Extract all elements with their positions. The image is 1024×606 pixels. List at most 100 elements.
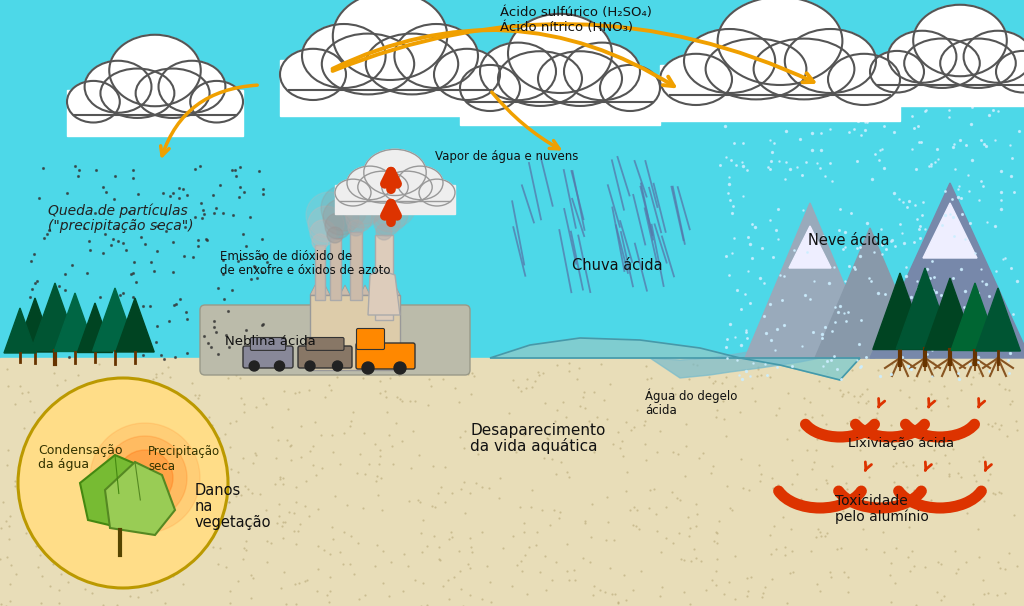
- Circle shape: [325, 213, 351, 239]
- Circle shape: [394, 362, 406, 374]
- Ellipse shape: [347, 166, 392, 200]
- Ellipse shape: [508, 14, 612, 93]
- Text: Precipitação
seca: Precipitação seca: [148, 445, 220, 473]
- Ellipse shape: [940, 39, 1016, 88]
- Bar: [460, 75, 660, 125]
- Polygon shape: [4, 308, 36, 353]
- Ellipse shape: [366, 33, 458, 95]
- Ellipse shape: [828, 54, 900, 105]
- Polygon shape: [78, 303, 113, 353]
- Text: pelo alumínio: pelo alumínio: [835, 510, 929, 524]
- Ellipse shape: [85, 61, 152, 113]
- Bar: [67, 90, 243, 136]
- Ellipse shape: [434, 49, 500, 100]
- Ellipse shape: [904, 39, 980, 88]
- Bar: [335, 185, 455, 215]
- Polygon shape: [105, 462, 175, 535]
- Ellipse shape: [394, 24, 478, 88]
- Text: Chuva ácida: Chuva ácida: [572, 258, 663, 273]
- Polygon shape: [80, 455, 155, 530]
- Circle shape: [274, 361, 285, 371]
- Text: Vapor de água e nuvens: Vapor de água e nuvens: [435, 150, 579, 163]
- Circle shape: [327, 227, 343, 243]
- Bar: [350, 232, 362, 300]
- Bar: [870, 60, 1024, 105]
- Ellipse shape: [110, 35, 201, 106]
- Ellipse shape: [706, 39, 807, 99]
- Polygon shape: [790, 226, 831, 268]
- Polygon shape: [976, 288, 1020, 351]
- Polygon shape: [340, 285, 350, 295]
- Ellipse shape: [460, 65, 520, 111]
- Ellipse shape: [190, 81, 243, 122]
- Polygon shape: [925, 278, 976, 350]
- Ellipse shape: [498, 52, 582, 106]
- Text: na: na: [195, 499, 213, 514]
- FancyBboxPatch shape: [356, 343, 415, 369]
- Polygon shape: [350, 285, 360, 295]
- Ellipse shape: [913, 5, 1007, 76]
- Polygon shape: [31, 283, 79, 350]
- Circle shape: [117, 450, 173, 506]
- Circle shape: [249, 361, 259, 371]
- Circle shape: [306, 192, 352, 238]
- Bar: [310, 295, 400, 370]
- Circle shape: [310, 220, 336, 246]
- Circle shape: [374, 210, 400, 236]
- Text: de enxofre e óxidos de azoto: de enxofre e óxidos de azoto: [220, 264, 390, 277]
- Ellipse shape: [996, 51, 1024, 93]
- Ellipse shape: [870, 51, 924, 93]
- Text: da vida aquática: da vida aquática: [470, 438, 597, 454]
- Ellipse shape: [718, 0, 843, 85]
- Text: Desaparecimento: Desaparecimento: [470, 423, 605, 438]
- Text: Água do degelo: Água do degelo: [645, 388, 737, 403]
- Ellipse shape: [333, 0, 447, 80]
- FancyBboxPatch shape: [243, 346, 293, 368]
- Text: Queda de partículas: Queda de partículas: [48, 204, 187, 218]
- FancyBboxPatch shape: [200, 305, 470, 375]
- FancyBboxPatch shape: [306, 338, 344, 350]
- Bar: [315, 245, 325, 300]
- Ellipse shape: [684, 29, 775, 93]
- Circle shape: [321, 185, 367, 231]
- Ellipse shape: [100, 68, 174, 118]
- Ellipse shape: [480, 42, 556, 100]
- Bar: [375, 235, 393, 320]
- Polygon shape: [310, 285, 319, 295]
- Text: Emissão de dióxido de: Emissão de dióxido de: [220, 250, 352, 263]
- Polygon shape: [490, 338, 860, 380]
- Ellipse shape: [784, 29, 876, 93]
- Circle shape: [370, 182, 416, 228]
- Polygon shape: [951, 283, 999, 350]
- Text: Condensação: Condensação: [38, 444, 123, 457]
- Polygon shape: [896, 268, 953, 349]
- Ellipse shape: [67, 81, 120, 122]
- Text: Toxicidade: Toxicidade: [835, 494, 907, 508]
- Circle shape: [312, 234, 328, 250]
- Circle shape: [342, 178, 388, 224]
- Circle shape: [323, 199, 359, 235]
- Polygon shape: [54, 293, 96, 351]
- FancyBboxPatch shape: [356, 328, 384, 350]
- Text: ("precipitação seca"): ("precipitação seca"): [48, 219, 194, 233]
- Polygon shape: [923, 203, 977, 258]
- Polygon shape: [650, 340, 840, 378]
- Ellipse shape: [397, 166, 443, 200]
- Text: da água: da água: [38, 458, 89, 471]
- Polygon shape: [815, 228, 925, 358]
- Text: Neblina ácida: Neblina ácida: [225, 335, 315, 348]
- Polygon shape: [380, 285, 390, 295]
- Ellipse shape: [382, 171, 432, 203]
- Polygon shape: [92, 288, 137, 351]
- Circle shape: [372, 196, 408, 232]
- Circle shape: [308, 206, 344, 242]
- Bar: [0, 0, 1024, 358]
- Ellipse shape: [419, 179, 455, 206]
- Circle shape: [90, 423, 200, 533]
- FancyBboxPatch shape: [298, 346, 352, 368]
- Circle shape: [18, 378, 228, 588]
- Ellipse shape: [322, 33, 414, 95]
- Circle shape: [344, 192, 380, 228]
- Circle shape: [103, 436, 187, 520]
- Circle shape: [376, 224, 392, 240]
